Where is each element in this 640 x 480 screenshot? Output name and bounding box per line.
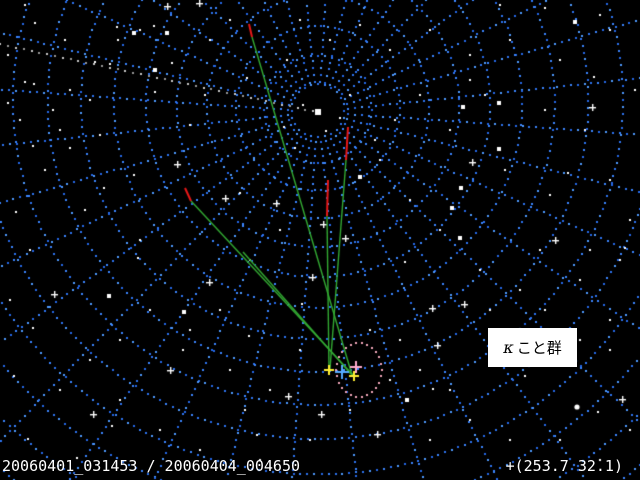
radiant-coordinates-text: +(253.7 32.1) bbox=[505, 457, 623, 475]
radiant-group-name: こと群 bbox=[516, 339, 562, 357]
radiant-group-label[interactable]: κ こと群 bbox=[488, 328, 577, 367]
observation-period-text: 20060401_031453 / 20060404_004650 bbox=[2, 457, 301, 475]
kappa-symbol: κ bbox=[503, 338, 514, 357]
